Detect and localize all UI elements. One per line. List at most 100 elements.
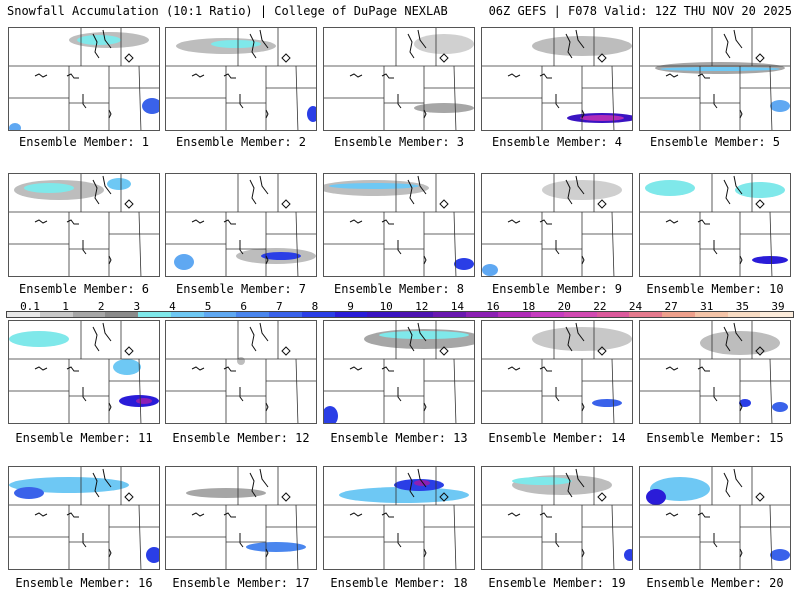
colorbar-swatch	[7, 312, 40, 317]
lake-outline	[739, 548, 743, 558]
border-line	[769, 504, 773, 569]
lake-outline	[265, 255, 269, 265]
colorbar-label: 35	[735, 300, 749, 313]
lake-outline	[92, 472, 100, 498]
colorbar-swatch	[596, 312, 630, 317]
lake-outline	[423, 109, 427, 119]
snow-shading	[660, 67, 780, 71]
panel-caption: Ensemble Member: 15	[646, 431, 784, 445]
snow-shading	[646, 489, 666, 505]
colorbar-label: 39	[771, 300, 785, 313]
snow-shading	[136, 398, 152, 404]
snowfall-map-icon	[482, 174, 632, 276]
lake-outline	[397, 240, 402, 255]
lake-outline	[82, 387, 87, 402]
ensemble-panel-14	[481, 320, 633, 424]
colorbar-label: 14	[450, 300, 465, 313]
lake-outline	[82, 533, 87, 548]
colorbar-label: 22	[593, 300, 607, 313]
ensemble-panel-1	[8, 27, 160, 131]
snow-shading	[512, 477, 572, 485]
lake-outline	[565, 179, 573, 205]
lake-outline	[102, 29, 112, 49]
lake-outline	[191, 366, 205, 371]
ensemble-panel-19	[481, 466, 633, 570]
lake-outline	[555, 533, 560, 548]
snow-shading	[645, 180, 695, 196]
snow-shading	[379, 331, 469, 339]
lake-outline	[565, 472, 573, 498]
snow-shading	[14, 487, 44, 499]
lake-outline	[102, 322, 112, 342]
border-line	[769, 65, 773, 130]
colorbar-label: 27	[664, 300, 678, 313]
lake-outline	[349, 512, 363, 517]
colorbar-swatch	[727, 312, 761, 317]
colorbar-swatch	[432, 312, 466, 317]
lake-outline	[34, 366, 48, 371]
colorbar-label: 12	[415, 300, 429, 313]
snow-shading	[739, 399, 751, 407]
snow-shading	[592, 399, 622, 407]
panel-caption: Ensemble Member: 16	[15, 576, 153, 590]
lake-outline	[723, 472, 731, 498]
panel-caption: Ensemble Member: 19	[488, 576, 626, 590]
lake-outline	[124, 346, 134, 356]
panel-caption: Ensemble Member: 20	[646, 576, 784, 590]
snow-shading	[580, 115, 624, 121]
lake-outline	[755, 492, 765, 502]
snowfall-colorbar: 0.1 1 2 3 4 5 6 7 8 9 10 12 14 16 18 20 22 24 27 31 35 39	[6, 300, 794, 318]
lake-outline	[597, 53, 607, 63]
lake-outline	[507, 219, 521, 224]
snowfall-map-icon	[324, 174, 474, 276]
ensemble-panel-18	[323, 466, 475, 570]
border-line	[453, 211, 457, 276]
colorbar-label: 16	[486, 300, 500, 313]
lake-outline	[407, 326, 415, 352]
border-line	[138, 504, 142, 569]
lake-outline	[713, 387, 718, 402]
panel-caption: Ensemble Member: 14	[488, 431, 626, 445]
panel-caption: Ensemble Member: 17	[172, 576, 310, 590]
panel-caption: Ensemble Member: 4	[491, 135, 623, 149]
lake-outline	[417, 322, 427, 342]
snowfall-map-icon	[640, 467, 790, 569]
colorbar-swatch	[269, 312, 302, 317]
lake-outline	[82, 94, 87, 109]
panel-caption: Ensemble Member: 11	[15, 431, 153, 445]
snow-shading	[414, 103, 474, 113]
ensemble-panel-8	[323, 173, 475, 277]
lake-outline	[697, 73, 710, 79]
colorbar-label: 6	[240, 300, 248, 313]
lake-outline	[597, 346, 607, 356]
panel-caption: Ensemble Member: 6	[18, 282, 150, 296]
lake-outline	[281, 346, 291, 356]
snow-shading	[24, 183, 74, 193]
lake-outline	[575, 29, 585, 49]
lake-outline	[723, 326, 731, 352]
ensemble-panel-7	[165, 173, 317, 277]
snowfall-map-icon	[324, 28, 474, 130]
snow-shading	[624, 549, 632, 561]
panel-caption: Ensemble Member: 12	[172, 431, 310, 445]
colorbar-swatch	[563, 312, 597, 317]
lake-outline	[581, 548, 585, 558]
colorbar-swatch	[662, 312, 695, 317]
lake-outline	[249, 326, 257, 352]
ensemble-panel-4	[481, 27, 633, 131]
colorbar-swatch	[138, 312, 171, 317]
snow-shading	[770, 100, 790, 112]
lake-outline	[281, 492, 291, 502]
lake-outline	[397, 387, 402, 402]
lake-outline	[423, 402, 427, 412]
snow-shading	[542, 180, 622, 200]
ensemble-panel-11	[8, 320, 160, 424]
lake-outline	[555, 240, 560, 255]
colorbar-swatch	[760, 312, 793, 317]
lake-outline	[507, 512, 521, 517]
lake-outline	[397, 94, 402, 109]
panel-caption: Ensemble Member: 5	[649, 135, 781, 149]
lake-outline	[697, 366, 710, 372]
lake-outline	[349, 366, 363, 371]
lake-outline	[597, 492, 607, 502]
